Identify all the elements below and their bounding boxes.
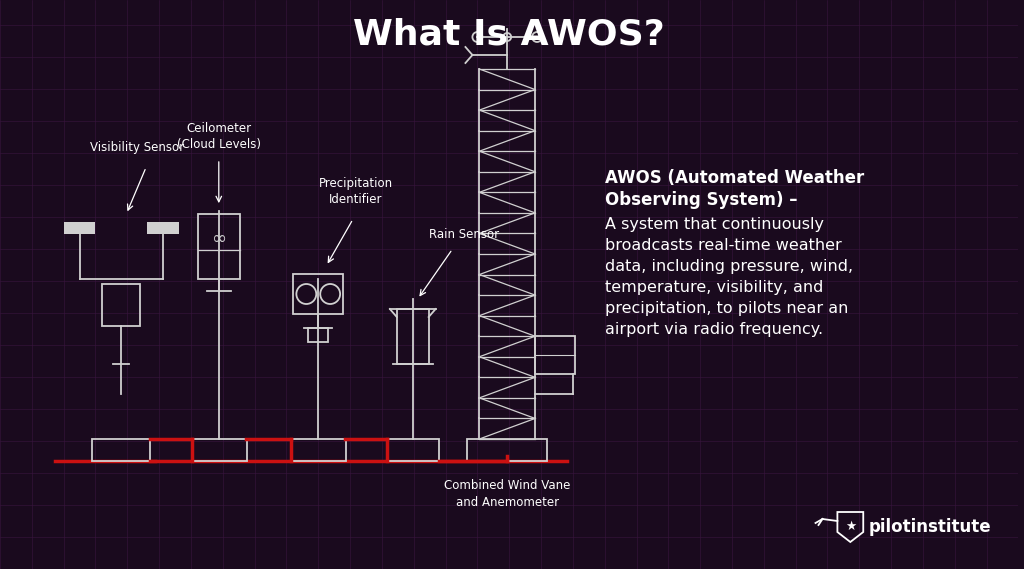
Text: airport via radio frequency.: airport via radio frequency. — [605, 322, 823, 337]
Bar — [92, 439, 151, 461]
Bar — [63, 222, 95, 234]
Text: AWOS (Automated Weather: AWOS (Automated Weather — [605, 169, 864, 187]
Bar — [536, 336, 574, 374]
Bar — [467, 439, 547, 461]
Bar — [294, 274, 343, 314]
Text: Observing System) –: Observing System) – — [605, 191, 797, 209]
Text: Combined Wind Vane
and Anemometer: Combined Wind Vane and Anemometer — [444, 479, 570, 509]
Text: ★: ★ — [845, 519, 856, 533]
Bar — [147, 222, 179, 234]
Bar — [102, 284, 140, 326]
Text: Visibility Sensor: Visibility Sensor — [89, 141, 183, 154]
Text: Precipitation
Identifier: Precipitation Identifier — [319, 177, 393, 206]
Text: pilotinstitute: pilotinstitute — [868, 518, 991, 536]
Bar — [387, 439, 438, 461]
Text: temperature, visibility, and: temperature, visibility, and — [605, 280, 823, 295]
Text: Rain Sensor: Rain Sensor — [429, 228, 500, 241]
Bar — [198, 214, 240, 279]
Text: A system that continuously: A system that continuously — [605, 217, 823, 232]
Bar — [292, 439, 346, 461]
Text: What Is AWOS?: What Is AWOS? — [353, 17, 665, 51]
Text: data, including pressure, wind,: data, including pressure, wind, — [605, 259, 853, 274]
Bar — [397, 309, 429, 364]
Text: broadcasts real-time weather: broadcasts real-time weather — [605, 238, 842, 253]
Text: ∞: ∞ — [211, 230, 226, 248]
Text: precipitation, to pilots near an: precipitation, to pilots near an — [605, 301, 848, 316]
Bar — [308, 328, 329, 342]
Bar — [191, 439, 247, 461]
Text: Ceilometer
(Cloud Levels): Ceilometer (Cloud Levels) — [177, 122, 261, 151]
